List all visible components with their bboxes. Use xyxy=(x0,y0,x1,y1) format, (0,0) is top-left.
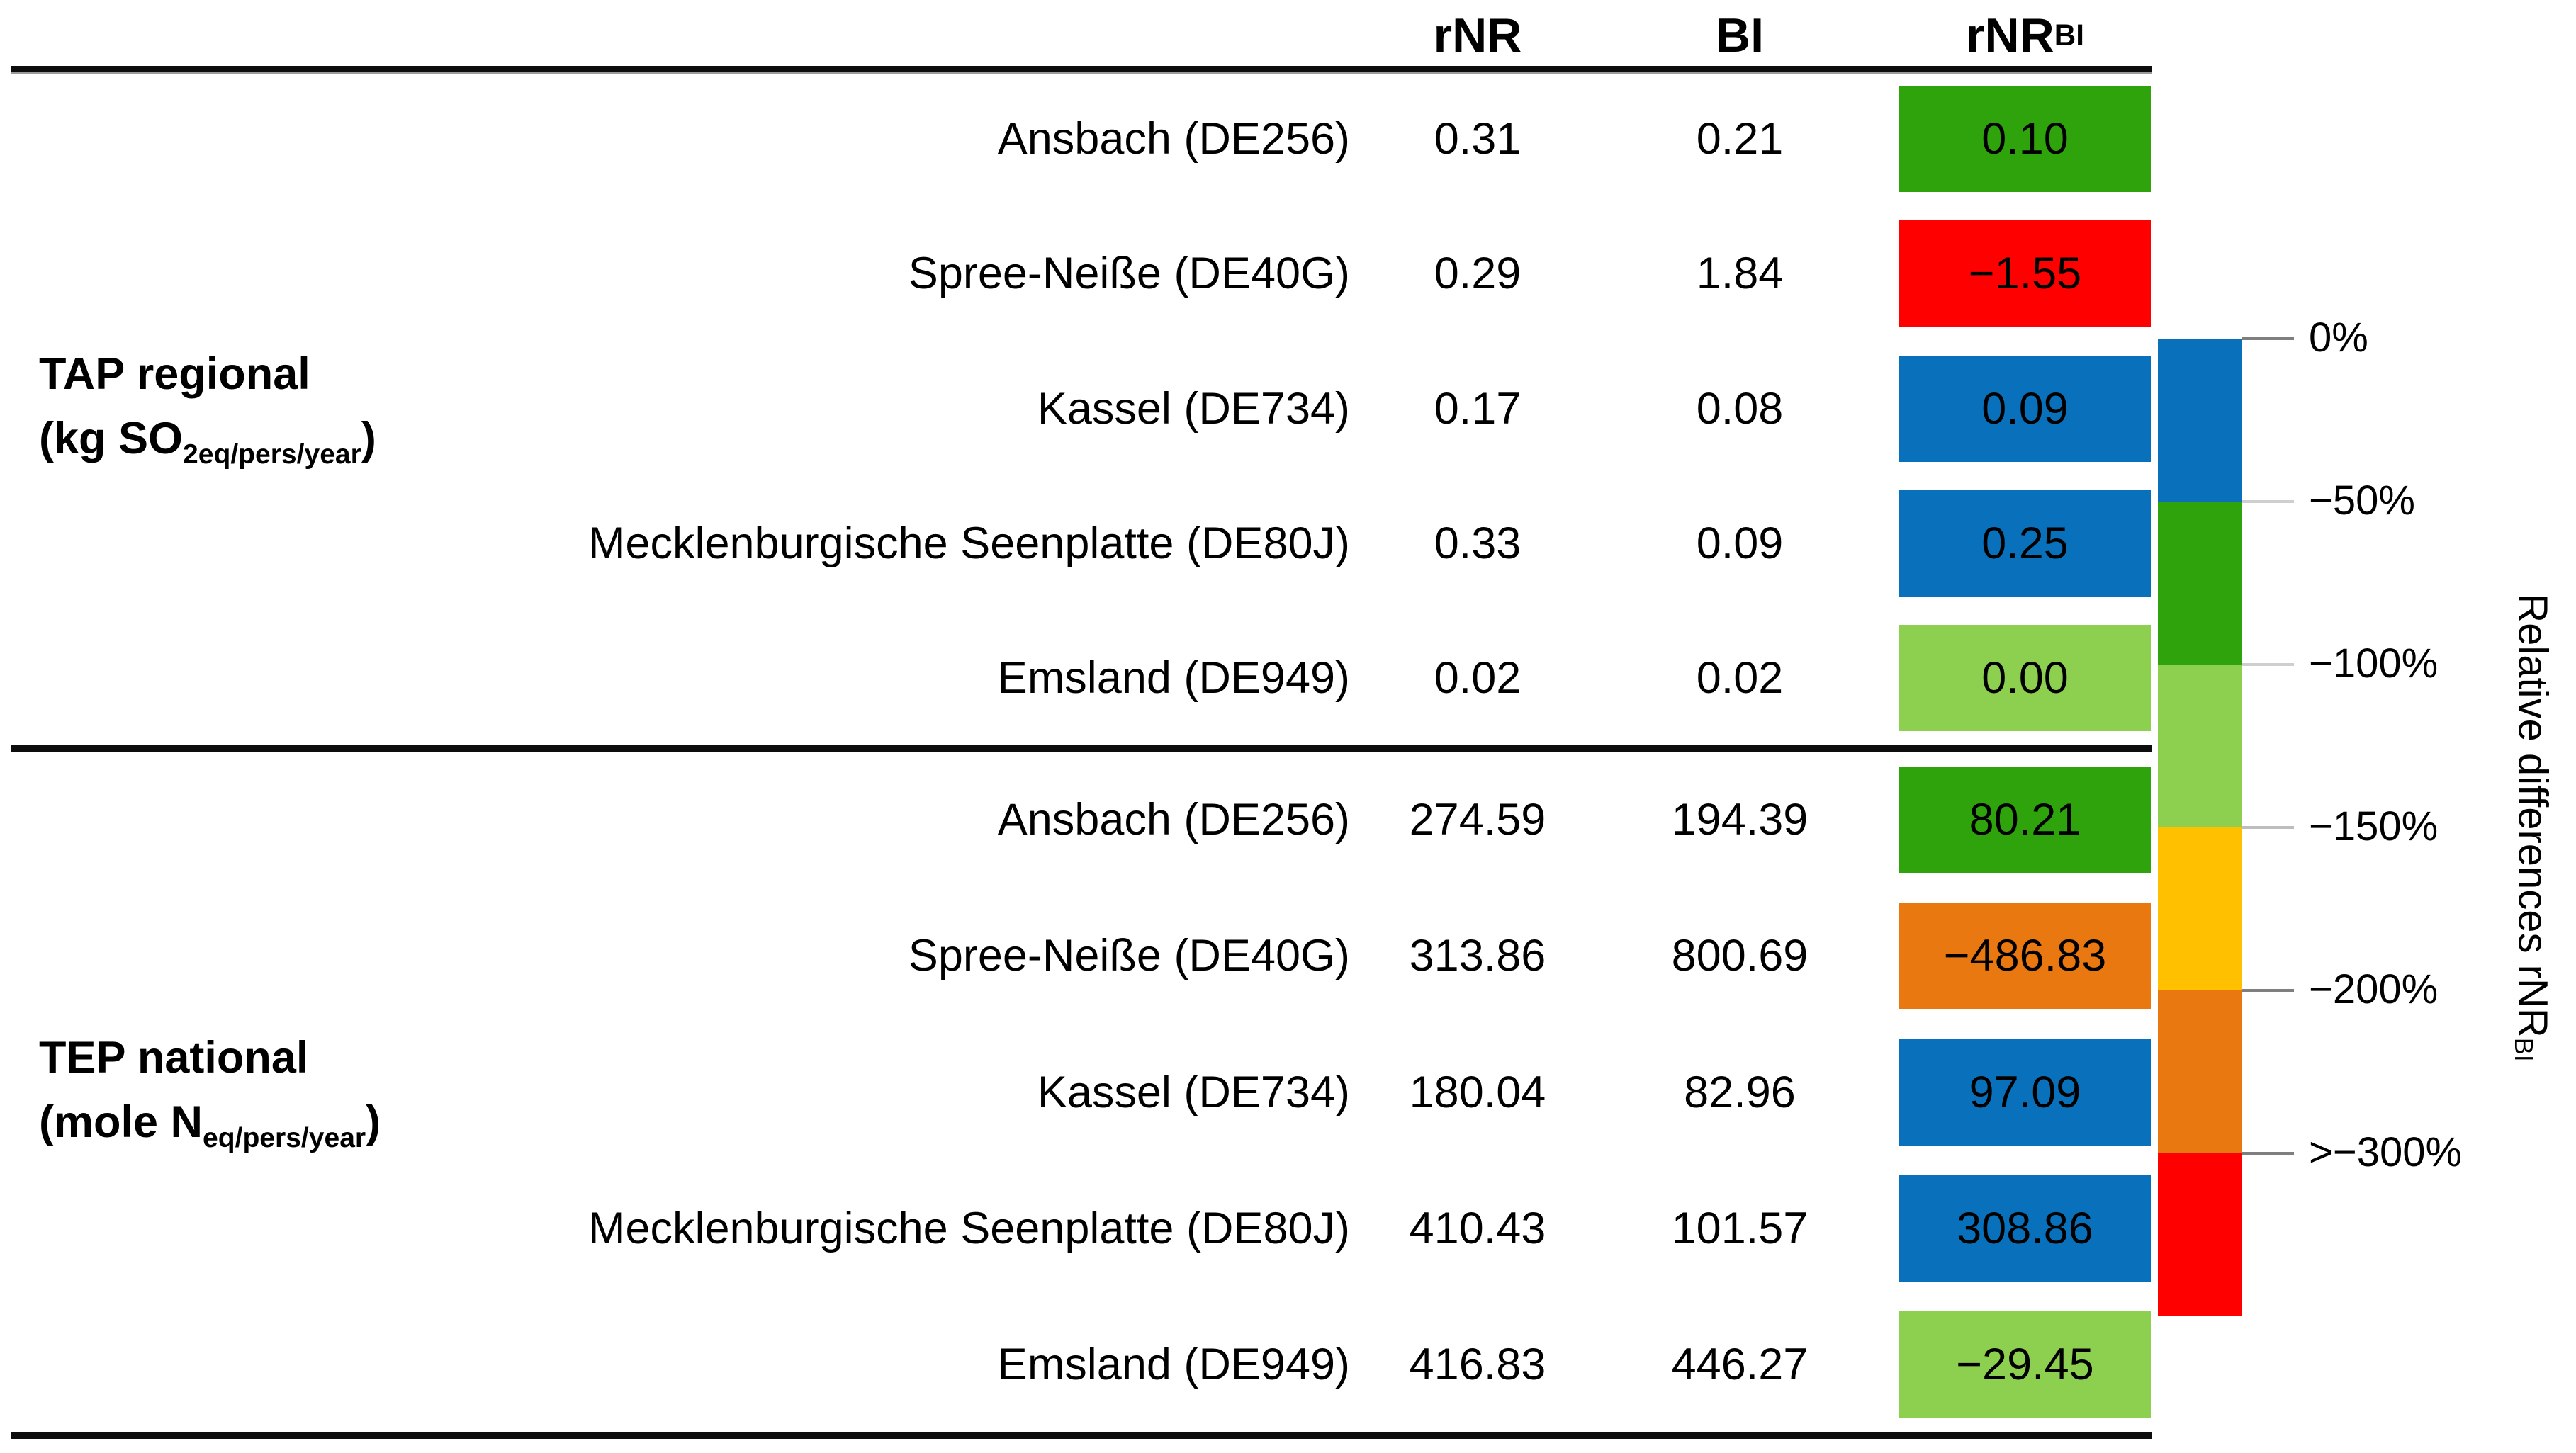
table-row: Ansbach (DE256) 274.59 194.39 80.21 xyxy=(0,752,2576,888)
rnr-value: 180.04 xyxy=(1409,1067,1546,1117)
column-header-rnrbi: rNR BI xyxy=(1899,6,2151,65)
rnr-value: 274.59 xyxy=(1409,795,1546,845)
rnrbi-heatmap-cell: 308.86 xyxy=(1899,1175,2151,1282)
legend-axis-label: Relative differences rNRBI xyxy=(2509,593,2557,1062)
region-label: Kassel (DE734) xyxy=(1037,383,1350,434)
section-tap-title: TAP regional xyxy=(39,349,310,399)
legend-segment-red xyxy=(2158,1153,2242,1316)
region-label: Kassel (DE734) xyxy=(1037,1067,1350,1117)
table-row: Emsland (DE949) 416.83 446.27 −29.45 xyxy=(0,1296,2576,1432)
region-label: Mecklenburgische Seenplatte (DE80J) xyxy=(587,1203,1350,1253)
bi-value: 101.57 xyxy=(1671,1203,1809,1253)
rnrbi-heatmap-cell: 0.10 xyxy=(1899,86,2151,193)
rnr-value: 313.86 xyxy=(1409,931,1546,981)
legend-colorbar xyxy=(2158,339,2242,1316)
rnrbi-heatmap-cell: −486.83 xyxy=(1899,903,2151,1010)
table-row: Spree-Neiße (DE40G) 0.29 1.84 −1.55 xyxy=(0,206,2576,341)
legend-tick-150 xyxy=(2242,826,2294,829)
legend-tick-label-50: −50% xyxy=(2309,477,2415,524)
legend-tick-label-0: 0% xyxy=(2309,315,2368,361)
region-label: Ansbach (DE256) xyxy=(997,114,1350,164)
region-label: Spree-Neiße (DE40G) xyxy=(908,931,1350,981)
legend-tick-label-200: −200% xyxy=(2309,966,2439,1013)
rnr-value: 0.29 xyxy=(1434,249,1522,299)
section-label-tap: TAP regional (kg SO2eq/pers/year) xyxy=(39,342,376,475)
rnr-value: 0.33 xyxy=(1434,518,1522,568)
table-row: Emsland (DE949) 0.02 0.02 0.00 xyxy=(0,611,2576,745)
column-header-rnrbi-subscript: BI xyxy=(2054,18,2084,52)
legend-segment-light-green xyxy=(2158,665,2242,827)
rnrbi-heatmap-cell: 0.00 xyxy=(1899,624,2151,731)
legend-tick-label-300: >−300% xyxy=(2309,1129,2463,1176)
bi-value: 1.84 xyxy=(1696,249,1784,299)
section-label-tep: TEP national (mole Neq/pers/year) xyxy=(39,1026,381,1159)
rnrbi-heatmap-cell: 0.09 xyxy=(1899,355,2151,462)
section-tap-unit: (kg SO2eq/pers/year) xyxy=(39,414,376,470)
bi-value: 0.21 xyxy=(1696,114,1784,164)
region-label: Emsland (DE949) xyxy=(997,652,1350,703)
section-tap-regional: TAP regional (kg SO2eq/pers/year) Ansbac… xyxy=(0,72,2576,745)
rnrbi-heatmap-cell: 0.25 xyxy=(1899,490,2151,597)
legend-axis-label-subscript: BI xyxy=(2509,1037,2538,1062)
legend-segment-green xyxy=(2158,502,2242,665)
rnr-value: 0.31 xyxy=(1434,114,1522,164)
rnrbi-heatmap-cell: 97.09 xyxy=(1899,1039,2151,1146)
legend-axis-label-text: Relative differences rNR xyxy=(2509,593,2556,1038)
region-label: Emsland (DE949) xyxy=(997,1339,1350,1389)
column-header-bi: BI xyxy=(1716,9,1764,62)
rnr-value: 410.43 xyxy=(1409,1203,1546,1253)
column-header-rnrbi-base: rNR xyxy=(1966,9,2054,62)
legend-tick-label-100: −100% xyxy=(2309,640,2439,687)
legend-tick-0 xyxy=(2242,337,2294,340)
section-tep-title: TEP national xyxy=(39,1032,309,1082)
bi-value: 0.09 xyxy=(1696,518,1784,568)
legend-segment-blue xyxy=(2158,339,2242,502)
table-row: Kassel (DE734) 180.04 82.96 97.09 xyxy=(0,1024,2576,1160)
legend-segment-yellow xyxy=(2158,827,2242,990)
table-row: Kassel (DE734) 0.17 0.08 0.09 xyxy=(0,341,2576,475)
legend-tick-200 xyxy=(2242,989,2294,992)
rnrbi-heatmap-cell: −29.45 xyxy=(1899,1311,2151,1418)
bi-value: 0.02 xyxy=(1696,652,1784,703)
legend-tick-label-150: −150% xyxy=(2309,803,2439,850)
table-row: Mecklenburgische Seenplatte (DE80J) 410.… xyxy=(0,1160,2576,1296)
section-tep-national: TEP national (mole Neq/pers/year) Ansbac… xyxy=(0,752,2576,1432)
rnrbi-heatmap-cell: −1.55 xyxy=(1899,220,2151,327)
bi-value: 82.96 xyxy=(1684,1067,1796,1117)
column-header-rnr: rNR xyxy=(1433,9,1522,62)
table-section-divider-rule xyxy=(11,745,2152,752)
table-top-rule xyxy=(11,66,2152,72)
bi-value: 446.27 xyxy=(1671,1339,1809,1389)
legend-segment-orange xyxy=(2158,990,2242,1153)
table-row: Ansbach (DE256) 0.31 0.21 0.10 xyxy=(0,72,2576,206)
table-bottom-rule xyxy=(11,1432,2152,1439)
region-label: Mecklenburgische Seenplatte (DE80J) xyxy=(587,518,1350,568)
bi-value: 800.69 xyxy=(1671,931,1809,981)
legend-tick-300 xyxy=(2242,1152,2294,1155)
rnr-value: 416.83 xyxy=(1409,1339,1546,1389)
region-label: Spree-Neiße (DE40G) xyxy=(908,249,1350,299)
table-row: Mecklenburgische Seenplatte (DE80J) 0.33… xyxy=(0,476,2576,611)
bi-value: 194.39 xyxy=(1671,795,1809,845)
bi-value: 0.08 xyxy=(1696,383,1784,434)
region-label: Ansbach (DE256) xyxy=(997,795,1350,845)
rnr-value: 0.02 xyxy=(1434,652,1522,703)
rnr-value: 0.17 xyxy=(1434,383,1522,434)
table-row: Spree-Neiße (DE40G) 313.86 800.69 −486.8… xyxy=(0,888,2576,1024)
legend-tick-50 xyxy=(2242,500,2294,503)
section-tep-unit: (mole Neq/pers/year) xyxy=(39,1097,381,1153)
rnrbi-heatmap-cell: 80.21 xyxy=(1899,767,2151,874)
legend-tick-100 xyxy=(2242,663,2294,666)
